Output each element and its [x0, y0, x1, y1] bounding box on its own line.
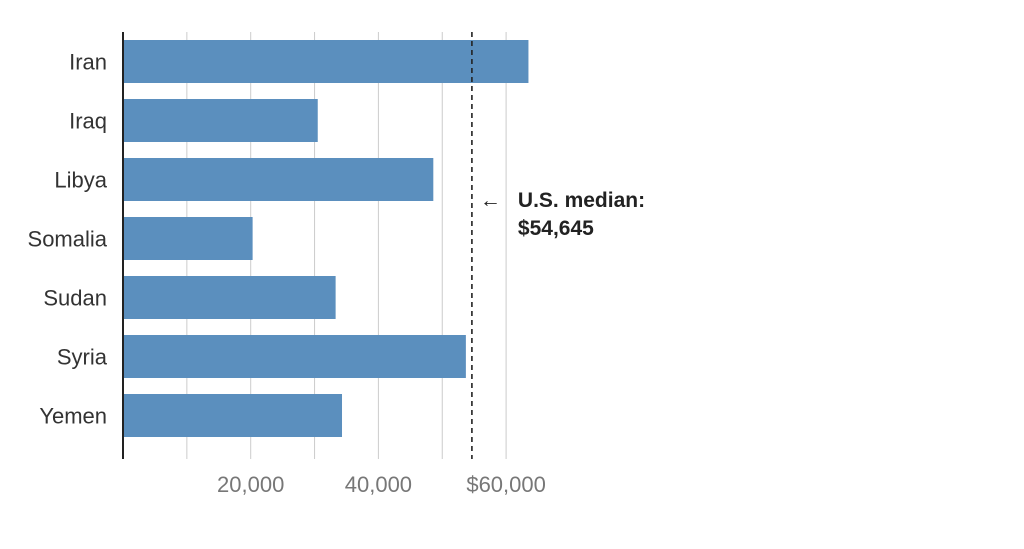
x-tick-label: 40,000	[345, 472, 412, 497]
bar-yemen	[123, 394, 343, 437]
category-label: Syria	[57, 345, 108, 370]
category-label: Somalia	[28, 227, 108, 252]
bar-libya	[123, 158, 434, 201]
category-label: Yemen	[39, 404, 107, 429]
category-label: Iran	[69, 50, 107, 75]
x-tick-labels: 20,000 40,000 $60,000	[217, 472, 546, 497]
category-label: Iraq	[69, 109, 107, 134]
bar-somalia	[123, 217, 253, 260]
category-label: Sudan	[43, 286, 107, 311]
bars	[123, 40, 529, 437]
category-label: Libya	[54, 168, 107, 193]
bar-iraq	[123, 99, 318, 142]
category-labels: Iran Iraq Libya Somalia Sudan Syria Yemen	[28, 50, 108, 429]
bar-sudan	[123, 276, 336, 319]
us-median-value: $54,645	[518, 217, 594, 240]
x-tick-label: $60,000	[466, 472, 546, 497]
bar-iran	[123, 40, 529, 83]
bar-syria	[123, 335, 466, 378]
left-arrow-icon: ←	[480, 189, 501, 212]
us-median-annotation: ← U.S. median: $54,645	[480, 189, 645, 240]
x-tick-label: 20,000	[217, 472, 284, 497]
us-median-label: U.S. median:	[518, 189, 645, 212]
